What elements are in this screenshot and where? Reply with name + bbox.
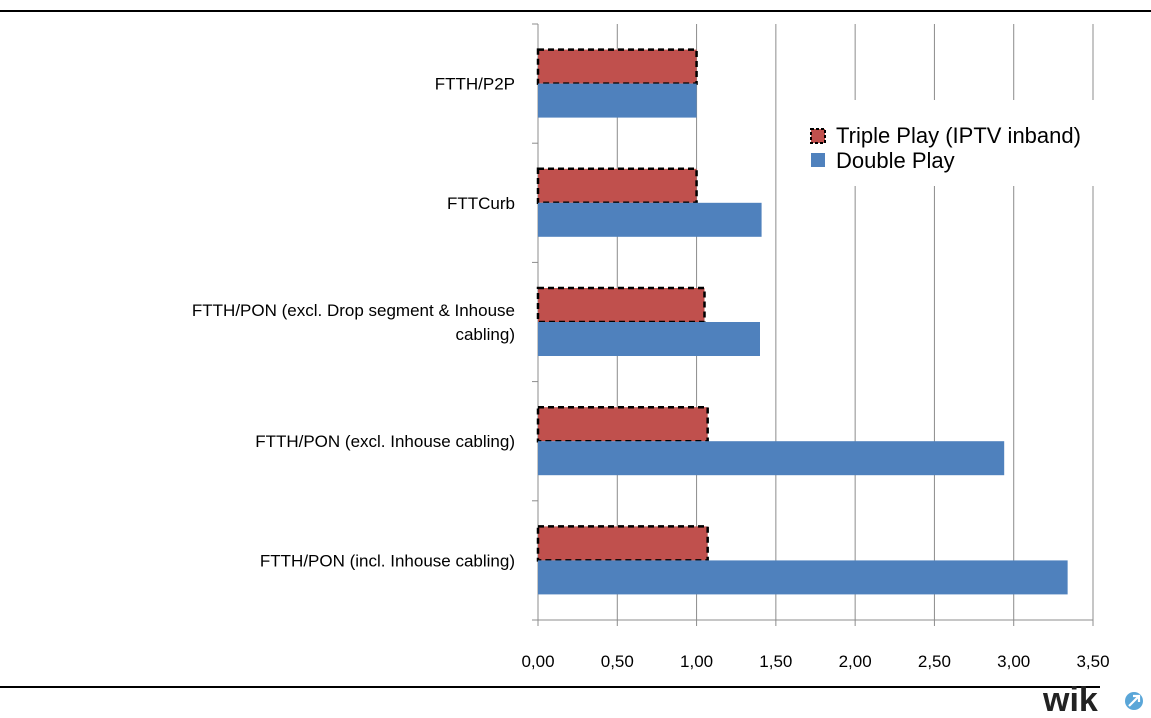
x-tick-label: 2,50 [918,652,951,671]
x-tick-label: 3,00 [997,652,1030,671]
legend: Triple Play (IPTV inband) Double Play [806,100,1118,186]
category-label: FTTH/PON (excl. Inhouse cabling) [255,432,515,451]
wik-logo: wik [1042,681,1143,718]
legend-label-triple-play: Triple Play (IPTV inband) [836,123,1081,148]
category-labels: FTTH/P2P FTTCurb FTTH/PON (excl. Drop segm… [192,75,515,571]
bar-triple-play [536,167,698,205]
category-label: FTTH/PON (excl. Drop segment & Inhouse ca… [192,301,515,344]
bar-triple-play [536,405,709,443]
x-tick-label: 1,50 [759,652,792,671]
x-tick-label: 3,50 [1076,652,1109,671]
x-tick-label: 2,00 [839,652,872,671]
bars [536,48,1068,595]
x-tick-label: 0,00 [521,652,554,671]
logo-wordmark: wik [1042,681,1098,718]
category-label: FTTH/P2P [435,75,515,94]
bar-triple-play [536,525,709,562]
bar-double-play [538,322,760,356]
bar-triple-play [536,48,698,85]
x-tick-label: 1,00 [680,652,713,671]
bar-double-play [538,83,697,118]
legend-swatch-double-play [811,153,825,167]
bar-double-play [538,202,762,237]
category-label: FTTCurb [447,194,515,213]
logo-arrow-icon [1125,692,1143,710]
x-tick-label: 0,50 [601,652,634,671]
tick-labels: 0,00 0,50 1,00 1,50 2,00 2,50 3,00 3,50 [521,652,1109,671]
legend-label-double-play: Double Play [836,148,955,173]
legend-background [806,100,1118,186]
category-label: FTTH/PON (incl. Inhouse cabling) [260,551,515,570]
bar-double-play [538,560,1068,595]
bar-triple-play [536,286,706,324]
bar-double-play [538,441,1005,476]
legend-swatch-triple-play [810,128,826,144]
